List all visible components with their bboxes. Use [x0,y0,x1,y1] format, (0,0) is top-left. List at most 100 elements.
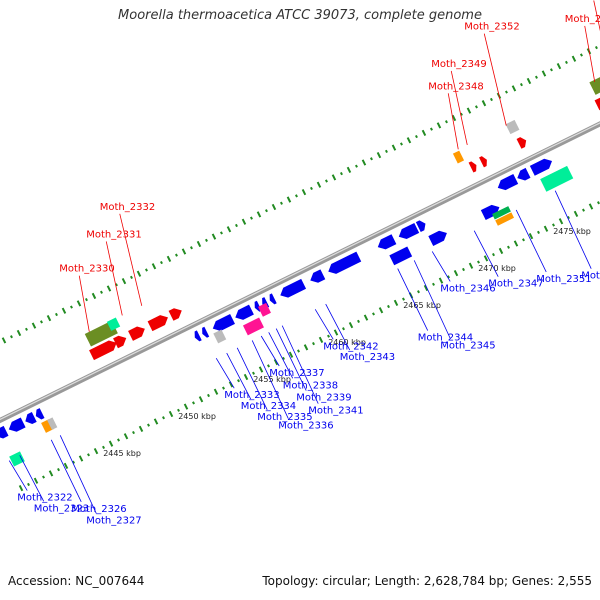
tick-mark-bottom [462,267,465,272]
tick-mark-top [76,300,82,307]
gene-arrow-minus [480,204,500,221]
backbone-line [0,121,600,424]
tick-mark-bottom [228,381,234,388]
leader-line [105,241,123,316]
tick-mark-top [519,83,523,87]
tick-mark-top [399,142,403,146]
gene-label: Moth_2341 [308,406,363,417]
gene-label: Moth_2338 [283,380,338,391]
gene-box-plus [452,150,465,164]
tick-mark-bottom [543,225,549,232]
tick-mark-top [429,127,433,131]
tick-mark-top [55,312,58,317]
tick-mark-top [46,315,52,322]
tick-mark-bottom [153,418,159,425]
tick-mark-bottom [558,218,564,225]
tick-mark-top [369,157,373,161]
tick-mark-bottom [363,314,369,321]
tick-mark-top [25,327,28,331]
tick-mark-bottom [252,371,255,375]
tick-mark-bottom [348,321,354,329]
tick-mark-top [241,218,247,225]
tick-mark-top [571,55,577,62]
gene-arrow-minus [35,408,45,420]
gene-arrow-minus [328,251,362,274]
leader-line [19,455,45,502]
tick-mark-bottom [198,396,204,403]
tick-mark-top [481,100,487,107]
tick-mark-top [175,253,178,257]
scale-label: 2475 kbp [553,227,591,236]
gene-label: Moth_2343 [340,352,395,363]
tick-mark-top [361,159,367,166]
gene-box-minus [495,212,514,226]
leader-line [226,352,252,400]
gene-arrow-minus [398,222,420,240]
tick-mark-top [339,172,343,176]
tick-mark-top [10,335,13,339]
tick-mark-bottom [423,284,429,292]
tick-mark-top [579,53,583,57]
gene-arrow-plus [89,340,117,361]
gene-arrow-minus [25,411,37,425]
tick-mark-bottom [213,388,219,395]
gene-label: Moth_2326 [71,504,126,515]
leader-line [119,213,143,306]
tick-mark-top [391,144,397,151]
tick-mark-bottom [78,455,84,462]
tick-mark-top [406,137,412,144]
gene-arrow-plus [516,137,527,149]
tick-mark-top [286,196,292,203]
gene-arrow-plus [468,161,477,173]
tick-mark-bottom [183,403,189,410]
leader-line [325,303,351,351]
gene-label: Moth_2322 [17,493,72,504]
tick-mark-bottom [492,253,495,257]
gene-box-minus [213,329,227,344]
tick-mark-bottom [168,410,174,418]
gene-label: Moth_2344 [418,333,473,344]
gene-box-minus [242,317,264,336]
tick-mark-bottom [417,290,420,294]
tick-mark-bottom [342,327,345,331]
tick-mark-top [205,238,208,242]
gene-arrow-minus [269,293,277,305]
tick-mark-bottom [432,282,435,286]
tick-mark-bottom [357,319,360,323]
tick-mark-bottom [138,425,144,432]
tick-mark-top [160,260,163,265]
gene-arrow-minus [202,326,210,338]
leader-line [260,335,280,367]
tick-mark-bottom [177,408,180,412]
tick-mark-bottom [237,379,240,383]
gene-label: Moth_2337 [269,368,324,379]
leader-line [236,347,268,411]
tick-mark-bottom [498,247,504,255]
gene-arrow-plus [113,335,127,349]
leader-line [593,0,600,32]
leader-line [413,260,451,339]
tick-mark-bottom [162,416,165,420]
leader-line [473,230,499,277]
tick-mark-top [196,240,202,248]
leader-line [483,33,507,126]
tick-mark-top [354,164,358,168]
map-title: Moorella thermoacetica ATCC 39073, compl… [118,8,482,23]
tick-mark-top [40,320,43,324]
tick-mark-top [1,337,7,344]
scale-label: 2465 kbp [403,301,441,310]
leader-line [450,70,468,145]
gene-arrow-minus [194,330,202,342]
tick-mark-top [556,62,562,70]
tick-mark-bottom [42,475,45,479]
tick-mark-bottom [597,201,600,205]
tick-mark-bottom [258,366,264,373]
tick-mark-bottom [387,304,390,309]
tick-mark-bottom [27,482,30,487]
tick-mark-bottom [402,297,405,301]
tick-mark-bottom [57,468,60,472]
tick-mark-top [301,189,307,196]
leader-line [251,340,289,419]
gene-arrow-minus [212,313,235,331]
tick-mark-top [436,122,442,129]
